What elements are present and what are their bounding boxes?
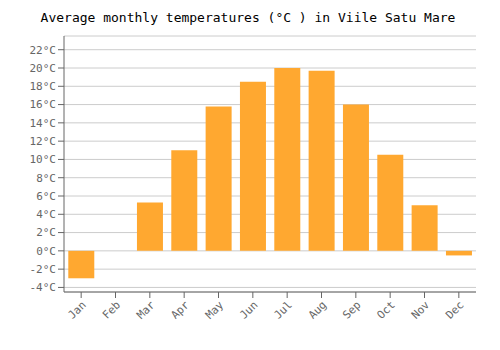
svg-text:Jan: Jan xyxy=(66,298,89,321)
svg-text:16°C: 16°C xyxy=(30,98,57,111)
svg-text:Apr: Apr xyxy=(169,298,193,322)
svg-text:22°C: 22°C xyxy=(30,44,57,57)
svg-text:Mar: Mar xyxy=(134,298,158,322)
svg-text:Dec: Dec xyxy=(443,298,466,321)
svg-text:14°C: 14°C xyxy=(30,117,57,130)
svg-text:8°C: 8°C xyxy=(36,172,56,185)
svg-text:Jun: Jun xyxy=(237,298,260,321)
svg-text:12°C: 12°C xyxy=(30,135,57,148)
svg-text:May: May xyxy=(203,298,227,322)
svg-text:-4°C: -4°C xyxy=(30,281,57,294)
svg-text:Feb: Feb xyxy=(100,298,123,321)
svg-text:Aug: Aug xyxy=(306,298,329,321)
svg-text:10°C: 10°C xyxy=(30,153,57,166)
svg-text:Sep: Sep xyxy=(340,298,363,321)
svg-text:Nov: Nov xyxy=(409,298,433,322)
svg-text:4°C: 4°C xyxy=(36,208,56,221)
svg-text:18°C: 18°C xyxy=(30,80,57,93)
svg-text:2°C: 2°C xyxy=(36,226,56,239)
html-text:Average monthly temperatures (: Average monthly temperatures (°C ) in Vi… xyxy=(40,10,456,25)
svg-text:6°C: 6°C xyxy=(36,190,56,203)
svg-text:Oct: Oct xyxy=(375,298,398,321)
svg-text:Jul: Jul xyxy=(272,298,295,321)
svg-text:-2°C: -2°C xyxy=(30,263,57,276)
svg-text:0°C: 0°C xyxy=(36,245,56,258)
svg-text:20°C: 20°C xyxy=(30,62,57,75)
